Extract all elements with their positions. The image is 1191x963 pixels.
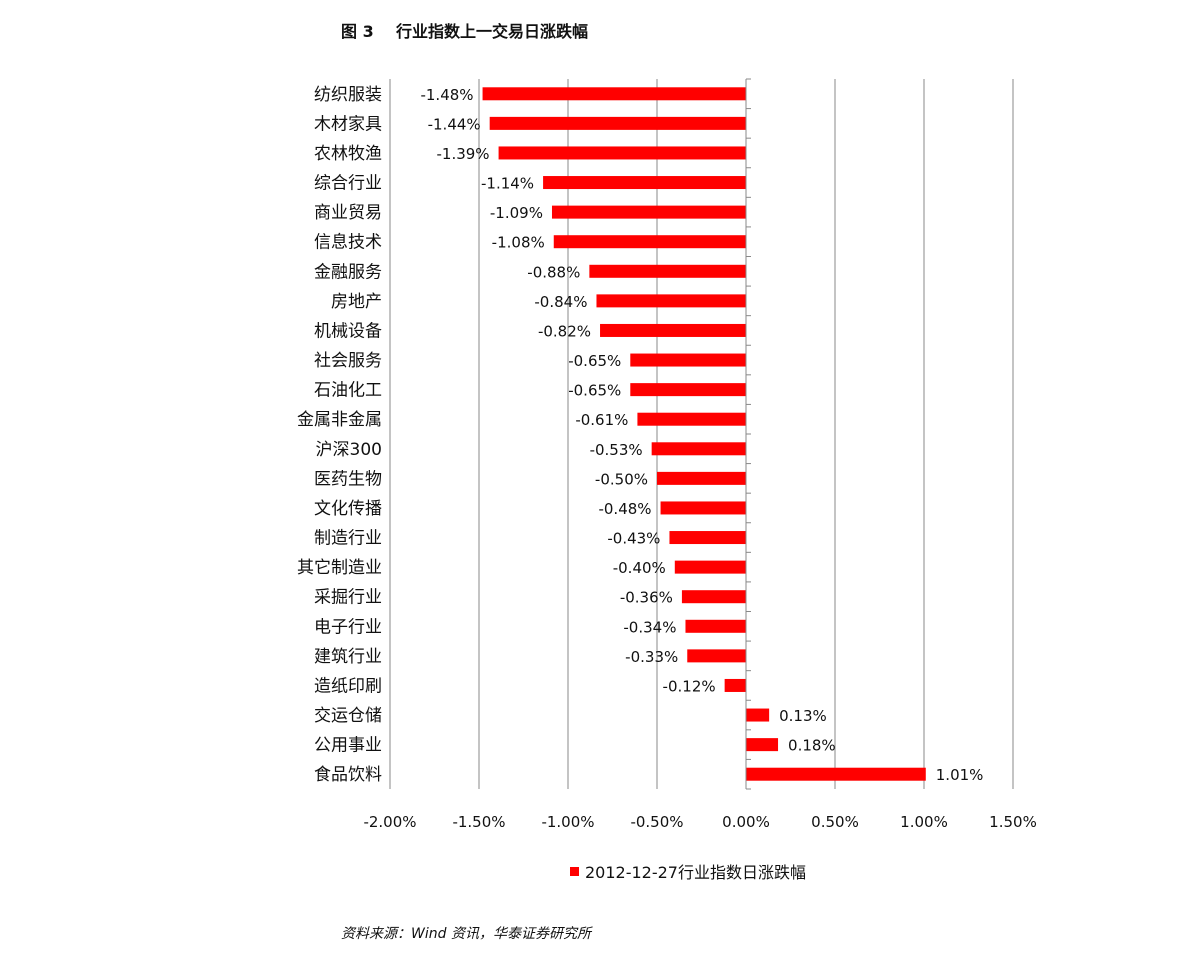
- category-label: 木材家具: [314, 114, 382, 134]
- x-tick-label: 1.00%: [900, 813, 948, 831]
- bar: [489, 116, 746, 130]
- category-label: 沪深300: [316, 440, 382, 460]
- bar: [600, 323, 746, 337]
- data-label: 0.18%: [788, 737, 836, 755]
- data-label: -1.48%: [420, 86, 473, 104]
- bar: [674, 560, 746, 574]
- bar: [553, 235, 746, 249]
- category-label: 机械设备: [314, 321, 382, 341]
- x-tick-label: 0.50%: [811, 813, 859, 831]
- bar: [543, 176, 746, 190]
- bar: [685, 619, 746, 633]
- data-label: -1.39%: [437, 145, 490, 163]
- bar: [660, 501, 746, 515]
- data-label: -0.43%: [607, 530, 660, 548]
- bar: [724, 678, 746, 692]
- category-label: 医药生物: [314, 469, 382, 489]
- bar: [630, 353, 746, 367]
- x-tick-label: -1.00%: [541, 813, 594, 831]
- source-note: 资料来源：Wind 资讯，华泰证券研究所: [341, 926, 591, 942]
- legend-swatch: [570, 867, 579, 876]
- category-label: 其它制造业: [297, 558, 382, 578]
- data-label: -0.33%: [625, 648, 678, 666]
- data-label: 0.13%: [779, 707, 827, 725]
- data-label: -0.36%: [620, 589, 673, 607]
- bar: [498, 146, 746, 160]
- legend-label: 2012-12-27行业指数日涨跌幅: [585, 863, 806, 882]
- bar: [596, 294, 746, 308]
- data-label: -0.65%: [568, 352, 621, 370]
- data-label: -0.65%: [568, 382, 621, 400]
- category-label: 商业贸易: [314, 203, 382, 223]
- category-label: 纺织服装: [314, 85, 382, 105]
- data-label: -0.40%: [613, 559, 666, 577]
- bar: [746, 738, 779, 752]
- x-tick-label: 1.50%: [989, 813, 1037, 831]
- category-label: 金属非金属: [297, 410, 382, 430]
- category-label: 社会服务: [314, 351, 382, 371]
- category-label: 电子行业: [314, 617, 382, 637]
- category-label: 房地产: [331, 292, 382, 312]
- category-label: 建筑行业: [314, 647, 382, 667]
- bar: [669, 531, 746, 545]
- bar: [482, 87, 746, 101]
- category-label: 公用事业: [314, 736, 382, 756]
- data-label: 1.01%: [936, 766, 984, 784]
- category-label: 综合行业: [314, 174, 382, 194]
- category-label: 食品饮料: [314, 765, 382, 785]
- data-label: -1.08%: [492, 234, 545, 252]
- category-label: 石油化工: [314, 381, 382, 401]
- category-label: 农林牧渔: [314, 144, 382, 164]
- data-label: -0.84%: [534, 293, 587, 311]
- category-label: 造纸印刷: [314, 676, 382, 696]
- bar: [687, 649, 746, 663]
- category-label: 信息技术: [314, 233, 382, 253]
- data-label: -0.12%: [663, 677, 716, 695]
- x-tick-label: -0.50%: [630, 813, 683, 831]
- category-label: 采掘行业: [314, 588, 382, 608]
- bar: [551, 205, 746, 219]
- category-label: 制造行业: [314, 529, 382, 549]
- bar: [746, 708, 770, 722]
- category-label: 金融服务: [314, 262, 382, 282]
- data-label: -0.48%: [598, 500, 651, 518]
- bar: [651, 442, 746, 456]
- category-label: 文化传播: [314, 499, 382, 519]
- bar: [746, 767, 926, 781]
- data-label: -0.53%: [590, 441, 643, 459]
- data-label: -1.44%: [428, 115, 481, 133]
- data-label: -0.34%: [623, 618, 676, 636]
- data-label: -0.88%: [527, 263, 580, 281]
- data-label: -0.50%: [595, 470, 648, 488]
- data-label: -1.14%: [481, 175, 534, 193]
- data-label: -0.61%: [575, 411, 628, 429]
- x-tick-label: 0.00%: [722, 813, 770, 831]
- figure-title: 图 3 行业指数上一交易日涨跌幅: [341, 22, 588, 41]
- bar: [637, 412, 746, 426]
- category-label: 交运仓储: [314, 706, 382, 726]
- x-tick-label: -1.50%: [452, 813, 505, 831]
- data-label: -1.09%: [490, 204, 543, 222]
- bar: [589, 264, 746, 278]
- x-tick-label: -2.00%: [363, 813, 416, 831]
- data-label: -0.82%: [538, 322, 591, 340]
- bar: [681, 590, 746, 604]
- bar: [657, 471, 746, 485]
- bar: [630, 383, 746, 397]
